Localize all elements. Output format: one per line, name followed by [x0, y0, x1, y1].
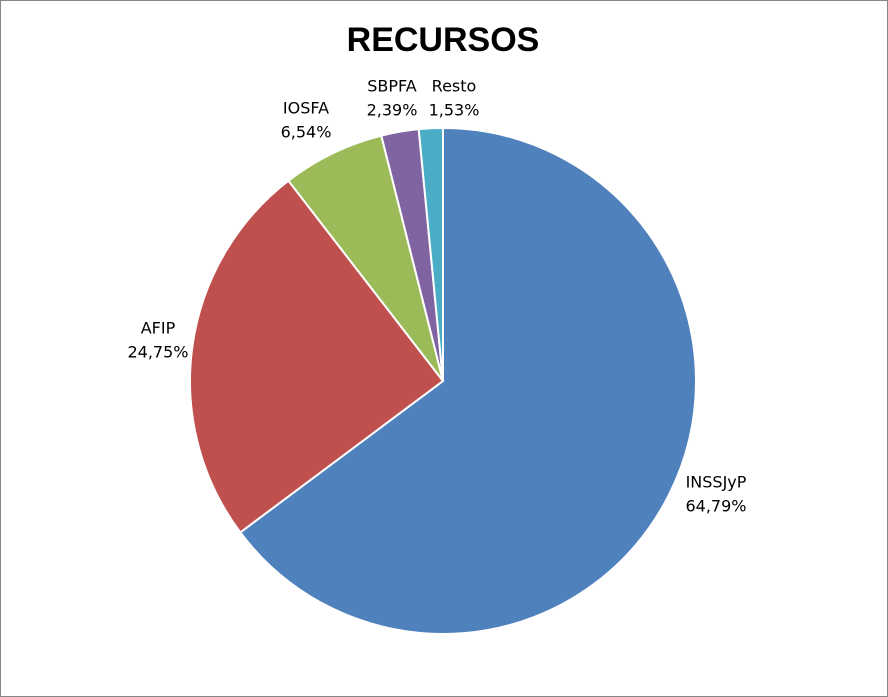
- chart-title: RECURSOS: [347, 21, 540, 59]
- pie-slice: [189, 179, 445, 534]
- slice-category-label: AFIP: [141, 319, 176, 338]
- slice-value-label: 1,53%: [429, 101, 480, 120]
- slice-category-label: Resto: [432, 77, 477, 96]
- pie-slice: [238, 126, 697, 635]
- slice-category-label: IOSFA: [283, 99, 329, 118]
- slice-value-label: 6,54%: [281, 123, 332, 142]
- pie-slice: [417, 126, 444, 382]
- slice-category-label: SBPFA: [367, 77, 417, 96]
- slice-value-label: 2,39%: [367, 101, 418, 120]
- slice-category-label: INSSJyP: [686, 473, 747, 492]
- slice-value-label: 24,75%: [127, 343, 188, 362]
- slice-value-label: 64,79%: [685, 497, 746, 516]
